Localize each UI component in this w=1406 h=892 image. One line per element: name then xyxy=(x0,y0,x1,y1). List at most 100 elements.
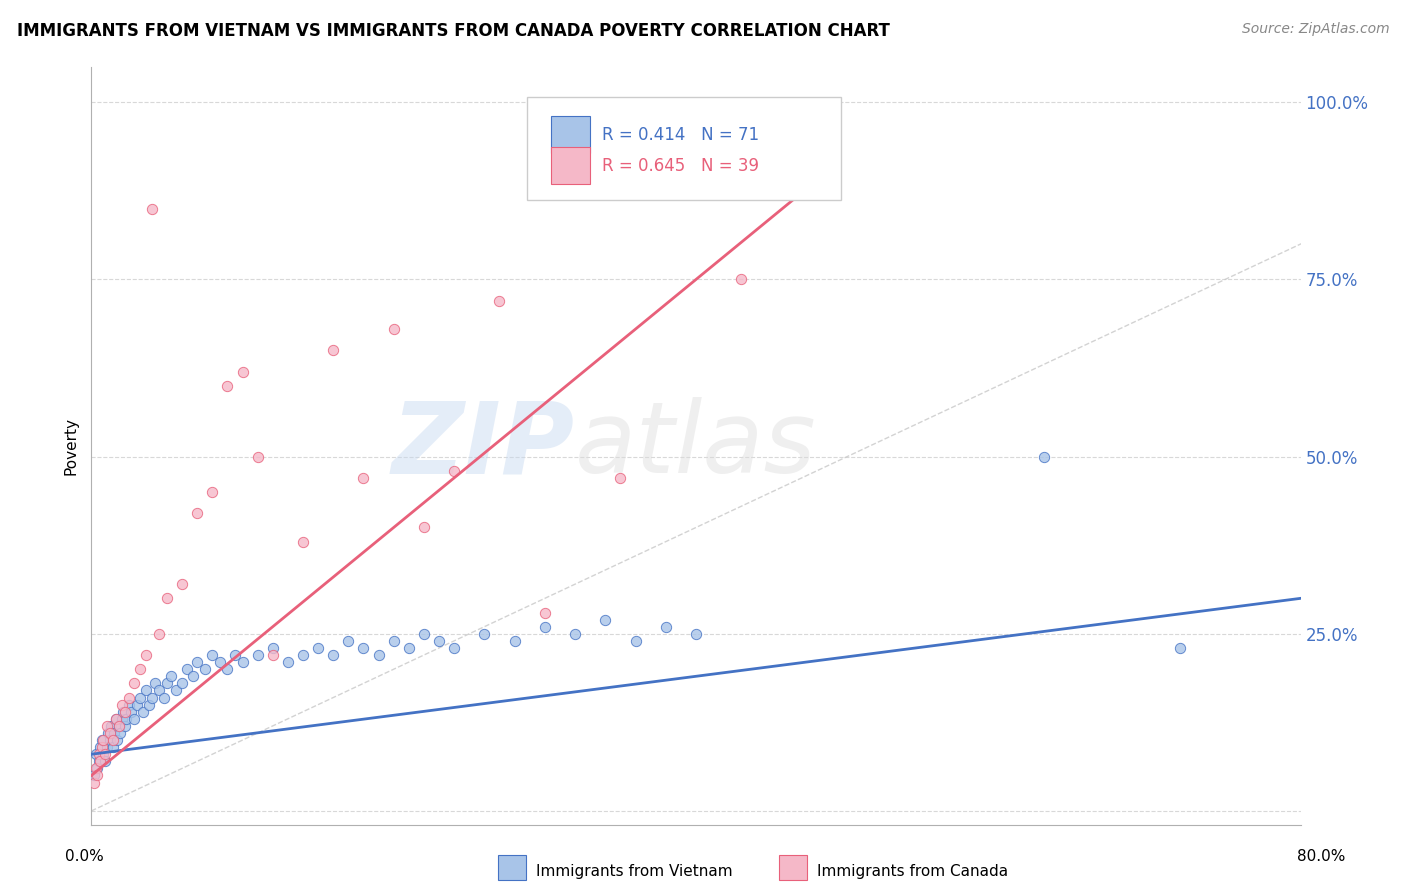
Point xyxy=(107,719,129,733)
Point xyxy=(186,506,208,520)
Point xyxy=(685,627,707,641)
Point xyxy=(231,655,253,669)
Point xyxy=(224,648,246,662)
Point xyxy=(122,676,145,690)
Point xyxy=(93,747,115,762)
Point xyxy=(564,627,586,641)
Point xyxy=(111,712,132,726)
Point xyxy=(98,733,121,747)
Point xyxy=(503,633,526,648)
Text: ZIP: ZIP xyxy=(392,398,575,494)
Point xyxy=(427,633,450,648)
Point xyxy=(132,705,155,719)
Y-axis label: Poverty: Poverty xyxy=(63,417,79,475)
Point xyxy=(172,577,194,591)
Point xyxy=(138,698,160,712)
Point xyxy=(141,690,163,705)
Point xyxy=(87,755,110,769)
Point xyxy=(488,293,510,308)
FancyBboxPatch shape xyxy=(551,147,589,185)
Point xyxy=(101,740,124,755)
Point xyxy=(1032,450,1054,464)
Point xyxy=(104,712,127,726)
Point xyxy=(533,620,555,634)
Point xyxy=(135,683,157,698)
Point xyxy=(120,705,142,719)
Text: atlas: atlas xyxy=(575,398,817,494)
Point xyxy=(93,733,115,747)
Point xyxy=(122,712,145,726)
Point xyxy=(352,471,374,485)
Point xyxy=(156,591,179,606)
Point xyxy=(153,690,176,705)
Point xyxy=(135,648,157,662)
Point xyxy=(382,633,405,648)
Point xyxy=(125,698,148,712)
Point xyxy=(96,740,118,755)
Point xyxy=(97,726,120,740)
Point xyxy=(100,719,122,733)
Point xyxy=(292,648,315,662)
Point xyxy=(443,464,465,478)
Point xyxy=(201,485,224,500)
Point xyxy=(143,676,166,690)
Point xyxy=(111,698,132,712)
Text: Immigrants from Vietnam: Immigrants from Vietnam xyxy=(536,864,733,879)
Point xyxy=(217,378,239,392)
Point xyxy=(91,740,114,755)
Text: IMMIGRANTS FROM VIETNAM VS IMMIGRANTS FROM CANADA POVERTY CORRELATION CHART: IMMIGRANTS FROM VIETNAM VS IMMIGRANTS FR… xyxy=(17,22,890,40)
Point xyxy=(231,365,253,379)
Text: R = 0.414   N = 71: R = 0.414 N = 71 xyxy=(602,126,759,144)
Point xyxy=(398,640,420,655)
Point xyxy=(156,676,179,690)
Point xyxy=(94,755,117,769)
Point xyxy=(352,640,374,655)
Point xyxy=(91,733,114,747)
Point xyxy=(101,733,124,747)
Point xyxy=(413,520,436,534)
Point xyxy=(307,640,329,655)
Point xyxy=(176,662,198,676)
FancyBboxPatch shape xyxy=(551,116,589,153)
Point xyxy=(609,471,631,485)
Point xyxy=(322,343,344,358)
Point xyxy=(472,627,495,641)
Text: R = 0.645   N = 39: R = 0.645 N = 39 xyxy=(602,157,759,175)
Point xyxy=(86,761,108,775)
Point xyxy=(246,450,269,464)
Text: 0.0%: 0.0% xyxy=(65,849,104,863)
Text: Immigrants from Canada: Immigrants from Canada xyxy=(817,864,1008,879)
Point xyxy=(654,620,676,634)
Point xyxy=(262,648,284,662)
Point xyxy=(115,712,138,726)
Point xyxy=(118,690,141,705)
Point xyxy=(172,676,194,690)
Point xyxy=(292,534,315,549)
Text: Source: ZipAtlas.com: Source: ZipAtlas.com xyxy=(1241,22,1389,37)
Point xyxy=(98,726,121,740)
Point xyxy=(89,755,111,769)
Point xyxy=(165,683,187,698)
Point xyxy=(141,202,163,216)
Point xyxy=(148,627,170,641)
Point xyxy=(181,669,204,683)
Point xyxy=(128,690,150,705)
Point xyxy=(217,662,239,676)
Point xyxy=(337,633,360,648)
Point xyxy=(595,613,617,627)
Point xyxy=(94,747,117,762)
Point xyxy=(114,705,136,719)
Point xyxy=(624,633,647,648)
Text: 80.0%: 80.0% xyxy=(1298,849,1346,863)
Point xyxy=(277,655,299,669)
Point xyxy=(83,775,105,789)
Point xyxy=(186,655,208,669)
Point xyxy=(443,640,465,655)
Point xyxy=(105,733,128,747)
Point xyxy=(533,606,555,620)
Point xyxy=(262,640,284,655)
Point xyxy=(382,322,405,336)
Point xyxy=(128,662,150,676)
Point xyxy=(96,719,118,733)
Point xyxy=(246,648,269,662)
